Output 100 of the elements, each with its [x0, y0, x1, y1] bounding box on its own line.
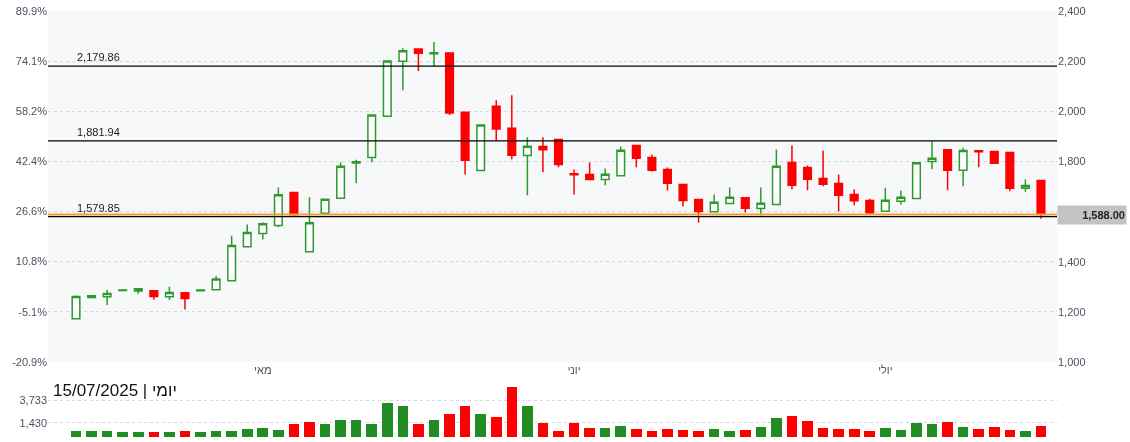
candlestick — [911, 161, 922, 200]
candlestick — [195, 288, 206, 292]
candlestick — [647, 153, 657, 173]
bar — [117, 432, 128, 437]
candlestick — [180, 292, 190, 311]
candlestick — [569, 168, 579, 196]
bar — [459, 405, 471, 437]
candlestick — [600, 167, 610, 186]
bar — [86, 431, 97, 437]
candlestick — [585, 161, 595, 181]
y-tick-label: 2,400 — [1058, 4, 1086, 17]
bar — [522, 405, 533, 437]
candlestick — [102, 289, 112, 306]
bar — [724, 431, 735, 437]
bar — [662, 429, 673, 437]
candlestick — [834, 173, 844, 213]
candlestick — [1020, 178, 1030, 193]
bar — [226, 431, 237, 437]
bar — [257, 428, 269, 437]
candlestick — [289, 191, 299, 216]
bar — [132, 432, 144, 437]
candlestick — [989, 150, 999, 165]
bar — [693, 431, 704, 437]
y-tick-label: 1,400 — [1058, 255, 1086, 268]
y-tick-label: 1,200 — [1058, 305, 1086, 318]
candlestick — [444, 52, 455, 116]
bar — [988, 427, 1000, 437]
y-tick-label: 2,000 — [1058, 105, 1086, 118]
y-tick-label: 3,733 — [19, 394, 47, 407]
bar — [350, 420, 362, 437]
candlestick — [320, 198, 330, 215]
bar — [1020, 431, 1031, 437]
bar — [288, 424, 300, 437]
bar — [895, 430, 907, 437]
candlestick — [927, 140, 937, 170]
candlestick — [211, 275, 221, 291]
x-tick-label: יולי — [878, 364, 893, 376]
bar — [911, 423, 922, 437]
bar — [942, 422, 953, 437]
bar — [70, 431, 82, 437]
bar — [646, 431, 658, 437]
bar — [755, 427, 767, 437]
candlestick — [71, 294, 81, 321]
candlestick — [896, 189, 906, 206]
candlestick — [367, 113, 377, 163]
candlestick — [818, 149, 828, 187]
candlestick — [802, 164, 813, 192]
candlestick — [756, 186, 766, 217]
candlestick — [429, 41, 439, 67]
ref-line-label: 1,588.00 — [1082, 209, 1125, 221]
bar — [148, 432, 160, 437]
bar — [319, 424, 331, 437]
candlestick — [694, 198, 704, 224]
candlestick — [522, 136, 532, 197]
x-tick-label: מאי — [254, 364, 272, 376]
candlestick — [149, 290, 159, 301]
candlestick — [413, 48, 423, 72]
candlestick — [491, 99, 501, 142]
candlestick — [787, 144, 797, 191]
y2-tick-label: 58.2% — [15, 105, 48, 118]
candlestick — [771, 148, 781, 206]
bar — [506, 386, 518, 437]
bar — [615, 426, 627, 437]
y-tick-label: 1,800 — [1058, 155, 1086, 168]
candlestick — [849, 188, 859, 207]
bar — [786, 416, 798, 437]
y-tick-label: 1,000 — [1058, 355, 1086, 368]
candlestick — [538, 136, 548, 173]
bar — [880, 428, 891, 437]
bar — [179, 431, 191, 437]
bar — [195, 432, 206, 437]
candlestick — [709, 193, 719, 214]
bar — [537, 423, 549, 437]
candlestick — [133, 287, 143, 295]
chart-title: יומי | 15/07/2025 — [53, 381, 177, 400]
bar — [817, 428, 829, 437]
bar — [802, 421, 813, 437]
bar — [1035, 426, 1047, 437]
bar — [973, 429, 985, 437]
y2-tick-label: 74.1% — [15, 54, 48, 67]
bar — [413, 424, 424, 437]
bar — [677, 430, 689, 437]
bar — [428, 420, 440, 437]
y2-tick-label: 10.8% — [15, 255, 48, 268]
bar — [241, 429, 253, 437]
bar — [771, 418, 782, 437]
candlestick — [164, 286, 174, 301]
x-tick-label: יוני — [567, 364, 581, 376]
y2-tick-label: 42.4% — [15, 155, 48, 168]
candlestick — [398, 47, 408, 91]
candlestick — [304, 196, 315, 253]
y-tick-label: 1,430 — [19, 416, 47, 429]
candlestick — [242, 223, 252, 248]
candlestick — [460, 111, 470, 176]
ref-line-label: 2,179.86 — [77, 51, 120, 63]
candlestick — [1036, 179, 1046, 220]
bar — [833, 429, 844, 437]
bar — [210, 431, 222, 437]
y2-tick-label: 89.9% — [15, 4, 48, 17]
bar — [490, 417, 502, 437]
